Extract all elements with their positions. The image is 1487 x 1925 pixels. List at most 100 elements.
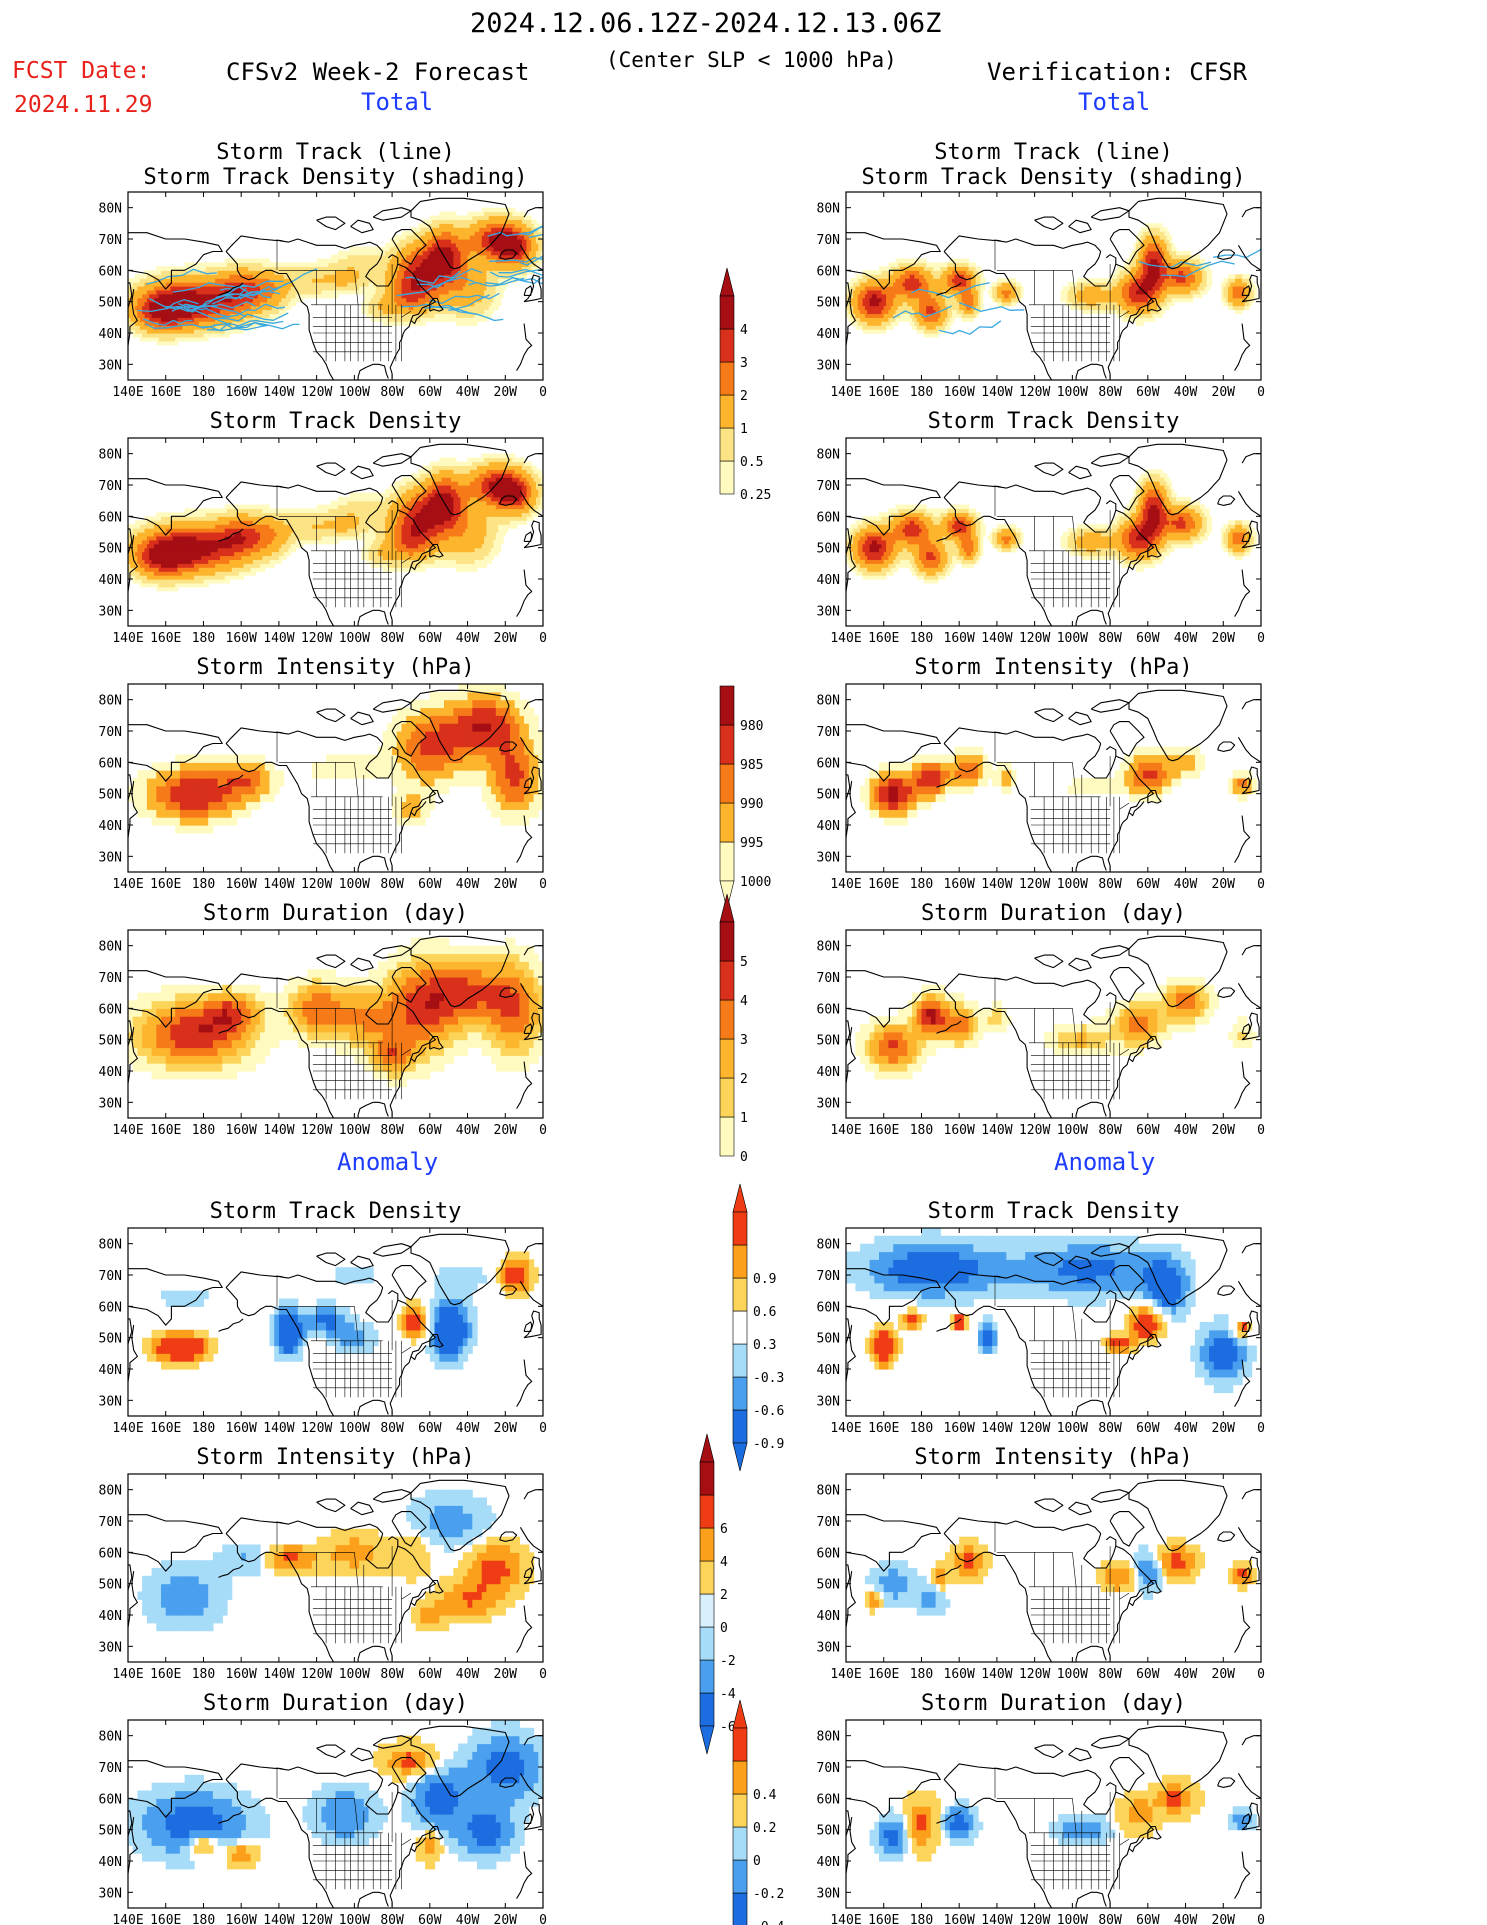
field-cell xyxy=(382,321,386,326)
field-cell xyxy=(460,286,464,291)
field-cell xyxy=(923,325,927,330)
field-cell xyxy=(975,286,979,291)
field-cell xyxy=(163,293,167,299)
field-cell xyxy=(966,313,970,318)
field-cell xyxy=(330,266,334,271)
field-cell xyxy=(876,289,880,295)
field-cell xyxy=(220,274,223,279)
field-cell xyxy=(425,262,429,267)
field-cell xyxy=(862,305,866,311)
field-cell xyxy=(403,289,407,295)
field-cell xyxy=(413,239,417,244)
field-cell xyxy=(1145,274,1149,279)
field-cell xyxy=(493,246,497,252)
field-cell xyxy=(481,231,485,236)
field-cell xyxy=(526,215,530,220)
field-cell xyxy=(196,278,200,283)
field-cell xyxy=(441,289,445,295)
field-cell xyxy=(231,321,235,326)
field-cell xyxy=(1138,309,1142,314)
field-cell xyxy=(935,297,939,303)
field-cell xyxy=(1117,270,1121,275)
field-cell xyxy=(335,262,339,267)
field-cell xyxy=(921,258,925,264)
field-cell xyxy=(1152,282,1156,287)
field-cell xyxy=(956,293,960,299)
field-cell xyxy=(472,242,476,248)
field-cell xyxy=(191,270,195,275)
field-cell xyxy=(208,262,212,267)
field-cell xyxy=(940,270,944,275)
field-cell xyxy=(411,282,414,287)
field-cell xyxy=(500,286,504,291)
field-cell xyxy=(1138,321,1142,326)
field-cell xyxy=(224,278,228,283)
field-cell xyxy=(486,270,490,275)
field-cell xyxy=(455,258,459,264)
field-cell xyxy=(234,321,238,326)
field-cell xyxy=(408,246,412,252)
field-cell xyxy=(938,297,941,303)
field-cell xyxy=(1136,250,1139,256)
field-cell xyxy=(387,266,391,271)
field-cell xyxy=(415,254,419,260)
field-cell xyxy=(172,333,176,338)
field-cell xyxy=(425,278,429,283)
field-cell xyxy=(373,309,377,314)
field-cell xyxy=(385,254,388,260)
field-cell xyxy=(354,270,358,275)
field-cell xyxy=(1062,289,1066,295)
field-cell xyxy=(444,219,447,224)
field-cell xyxy=(956,289,960,295)
field-cell xyxy=(168,317,172,322)
field-cell xyxy=(210,329,214,334)
field-cell xyxy=(418,293,421,299)
field-cell xyxy=(146,270,150,275)
field-cell xyxy=(890,262,894,267)
field-cell xyxy=(245,262,249,267)
field-cell xyxy=(444,282,447,287)
field-cell xyxy=(1136,266,1139,271)
field-cell xyxy=(149,286,153,291)
field-cell xyxy=(283,286,287,291)
field-cell xyxy=(382,286,386,291)
field-cell xyxy=(495,219,499,224)
field-cell xyxy=(1140,227,1144,232)
field-cell xyxy=(132,305,136,311)
field-cell xyxy=(436,215,440,220)
field-cell xyxy=(978,301,981,307)
field-cell xyxy=(446,301,450,307)
field-cell xyxy=(165,301,169,307)
field-cell xyxy=(1105,301,1109,307)
field-cell xyxy=(432,270,436,275)
field-cell xyxy=(876,282,880,287)
field-cell xyxy=(255,270,259,275)
field-cell xyxy=(481,242,485,248)
field-cell xyxy=(521,223,525,228)
field-cell xyxy=(422,235,426,240)
field-cell xyxy=(142,278,146,283)
field-cell xyxy=(347,258,351,264)
field-cell xyxy=(411,286,414,291)
field-cell xyxy=(333,262,337,267)
field-cell xyxy=(352,278,355,283)
field-cell xyxy=(170,340,174,346)
field-cell xyxy=(481,262,485,267)
field-cell xyxy=(999,289,1003,295)
field-cell xyxy=(963,309,967,314)
field-cell xyxy=(1070,301,1073,307)
field-cell xyxy=(1147,297,1151,303)
field-cell xyxy=(231,278,235,283)
field-cell xyxy=(949,289,953,295)
field-cell xyxy=(432,262,436,267)
field-cell xyxy=(535,231,539,236)
field-cell xyxy=(323,258,327,264)
field-cell xyxy=(465,239,469,244)
field-cell xyxy=(930,305,934,311)
field-cell xyxy=(486,309,490,314)
field-cell xyxy=(928,321,932,326)
field-cell xyxy=(278,313,282,318)
field-cell xyxy=(867,309,871,314)
field-cell xyxy=(949,301,953,307)
field-cell xyxy=(276,278,280,283)
